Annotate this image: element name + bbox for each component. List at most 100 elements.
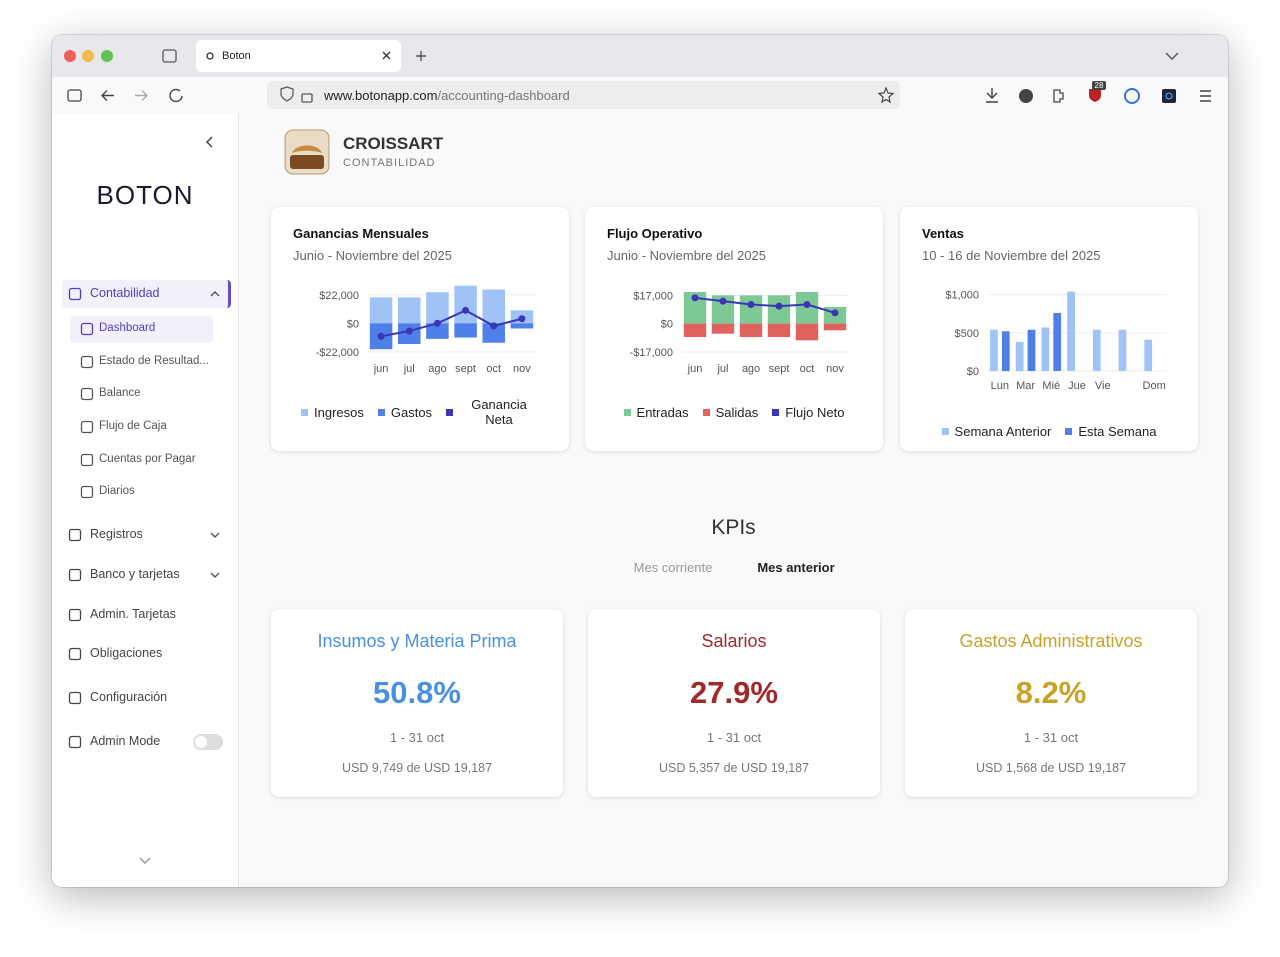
x-tick-label: jun: [687, 363, 703, 375]
downloads[interactable]: [986, 88, 998, 103]
browser-window: Boton 28 www.botonapp.com/accounting-das…: [52, 35, 1228, 887]
bar: [482, 289, 506, 324]
collapse-sidebar[interactable]: [202, 134, 218, 150]
back-button[interactable]: [101, 90, 114, 101]
legend-item[interactable]: Entradas: [623, 404, 689, 420]
tabs-icon[interactable]: [162, 49, 177, 63]
chevron: [210, 291, 220, 297]
line-point: [747, 301, 755, 308]
minimize-button[interactable]: [82, 50, 94, 62]
legend-label: Salidas: [715, 404, 759, 420]
new-tab[interactable]: [416, 51, 426, 61]
chevron: [210, 572, 220, 578]
submenu-item[interactable]: Estado de Resultad...: [99, 355, 209, 367]
menu-icon: [68, 608, 82, 622]
menu-icon: [68, 568, 82, 582]
submenu-icon-shape: [80, 355, 94, 369]
extensions[interactable]: [1053, 89, 1064, 103]
submenu-icon: [80, 420, 94, 434]
url-bar[interactable]: [267, 81, 900, 109]
chart-title: Ganancias Mensuales: [293, 226, 429, 241]
legend-item[interactable]: Ingresos: [301, 405, 364, 420]
bar: [1001, 331, 1010, 371]
extension-icon[interactable]: [1124, 88, 1140, 104]
kpi-tab[interactable]: Mes corriente: [633, 560, 713, 575]
reload-button[interactable]: [169, 88, 183, 103]
sidebar-toggle[interactable]: [67, 89, 82, 102]
legend-label: Entradas: [636, 404, 689, 420]
legend-item[interactable]: Salidas: [702, 404, 759, 420]
legend-label: Ganancia Neta: [471, 397, 527, 427]
menu-item[interactable]: Obligaciones: [90, 646, 163, 660]
legend-swatch: [377, 408, 385, 416]
submenu-icon-shape: [80, 387, 94, 401]
legend-item[interactable]: Esta Semana: [1065, 424, 1156, 439]
bar: [1053, 312, 1062, 371]
submenu-item[interactable]: Flujo de Caja: [99, 420, 167, 432]
submenu-item[interactable]: Diarios: [99, 485, 135, 497]
scroll-down[interactable]: [137, 852, 153, 868]
legend-item[interactable]: Semana Anterior: [941, 424, 1051, 439]
y-tick-label: $500: [955, 328, 979, 340]
line-point: [719, 297, 727, 305]
legend: Entradas Salidas Flujo Neto: [615, 392, 853, 432]
zoom-button[interactable]: [101, 50, 113, 62]
kpi-title: Insumos y Materia Prima: [317, 631, 517, 651]
ublock-icon[interactable]: [1089, 89, 1101, 102]
expand-chevron[interactable]: [209, 288, 221, 300]
bar: [1041, 327, 1050, 371]
menu-icon-shape: [68, 691, 82, 705]
close-button[interactable]: [64, 50, 76, 62]
x-tick-label: oct: [486, 363, 501, 375]
lock-icon[interactable]: [301, 93, 313, 103]
url-text: www.botonapp.com/accounting-dashboard: [324, 88, 570, 103]
bar: [1027, 329, 1036, 371]
react-devtools[interactable]: [1162, 89, 1176, 103]
active-tab[interactable]: [196, 40, 401, 72]
y-tick-label: $1,000: [945, 290, 979, 302]
y-tick-label: $0: [347, 318, 359, 330]
legend-label: Esta Semana: [1078, 423, 1157, 439]
menu-button[interactable]: [1200, 90, 1211, 102]
y-tick-label: $17,000: [633, 290, 673, 302]
kpi-period: 1 - 31 oct: [1023, 730, 1079, 745]
menu-item[interactable]: Configuración: [90, 690, 168, 704]
bookmark-star[interactable]: [877, 86, 895, 104]
account-icon[interactable]: [1019, 89, 1033, 103]
submenu-item[interactable]: Cuentas por Pagar: [99, 453, 196, 465]
forward-button[interactable]: [135, 90, 148, 101]
toolbar: 28 www.botonapp.com/accounting-dashboard: [52, 77, 1228, 115]
x-tick-label: sept: [455, 363, 476, 375]
menu-item[interactable]: Admin. Tarjetas: [90, 607, 176, 621]
menu-item[interactable]: Banco y tarjetas: [90, 567, 180, 581]
submenu-item[interactable]: Dashboard: [99, 322, 156, 334]
legend-item[interactable]: Ganancia Neta: [446, 397, 539, 427]
kpi-card: Salarios 27.9% 1 - 31 oct USD 5,357 de USD …: [588, 609, 880, 797]
legend: Ingresos Gastos Ganancia Neta: [301, 392, 539, 432]
company-logo: [284, 129, 330, 175]
bar: [454, 285, 477, 324]
badge-bg: [1092, 81, 1106, 90]
tab-close[interactable]: [382, 51, 391, 60]
tab-list[interactable]: [1165, 52, 1179, 60]
kpi-tab[interactable]: Mes anterior: [757, 560, 835, 575]
admin-mode-toggle[interactable]: [193, 734, 223, 750]
legend-item[interactable]: Flujo Neto: [772, 405, 844, 420]
legend-item[interactable]: Gastos: [377, 405, 432, 420]
x-tick-label: sept: [769, 363, 790, 375]
expand-chevron[interactable]: [209, 529, 221, 541]
kpi-period: 1 - 31 oct: [706, 730, 762, 745]
menu-item[interactable]: Registros: [90, 527, 143, 541]
x-tick-label: Dom: [1143, 380, 1166, 392]
bar: [426, 292, 449, 324]
logo-base: [290, 155, 324, 169]
x-tick-label: ago: [428, 363, 446, 375]
bar: [1092, 329, 1101, 371]
shield-icon[interactable]: [280, 86, 294, 102]
expand-chevron[interactable]: [209, 569, 221, 581]
bar: [683, 323, 707, 337]
submenu-item[interactable]: Balance: [99, 387, 141, 399]
kpi-value: 27.9%: [690, 675, 778, 710]
menu-item[interactable]: Contabilidad: [90, 286, 160, 300]
line-point: [433, 319, 441, 327]
